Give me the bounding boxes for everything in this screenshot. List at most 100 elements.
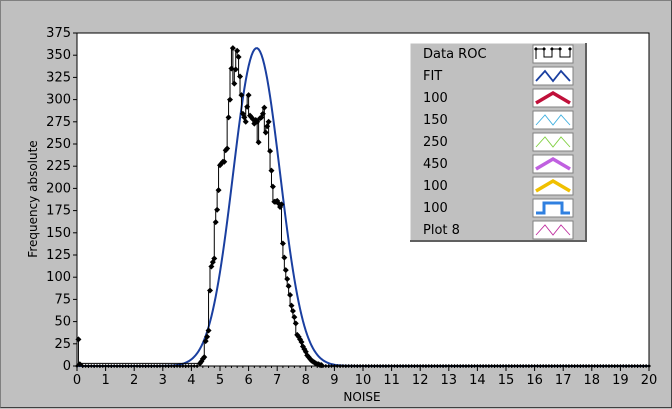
x-tick-label: 0 (73, 373, 81, 388)
data-point (475, 364, 480, 368)
data-point (278, 201, 285, 208)
data-point (406, 364, 411, 368)
data-point (606, 364, 611, 368)
legend-swatch[interactable] (532, 44, 574, 64)
legend-row[interactable]: 150 (423, 110, 574, 130)
x-tick-label: 19 (612, 373, 629, 388)
y-tick-label: 75 (54, 292, 71, 307)
y-axis-title: Frequency absolute (26, 140, 40, 257)
data-point (506, 364, 511, 368)
data-point (244, 103, 251, 110)
data-point (208, 263, 215, 270)
data-point (589, 364, 594, 368)
legend-line-sample (535, 178, 571, 193)
legend-swatch[interactable] (532, 154, 574, 174)
data-point (561, 364, 566, 368)
data-point (461, 364, 466, 368)
data-point (455, 364, 460, 368)
data-point (584, 364, 589, 368)
data-point (229, 45, 236, 52)
data-point (157, 364, 162, 368)
legend-label: 100 (423, 201, 448, 216)
data-point (269, 183, 276, 190)
y-tick-label: 300 (46, 93, 71, 108)
data-point (117, 364, 122, 368)
data-point (483, 364, 488, 368)
legend-swatch[interactable] (532, 220, 574, 240)
data-point (92, 364, 97, 368)
data-point (215, 187, 222, 194)
data-point (206, 287, 213, 294)
x-tick-label: 17 (555, 373, 572, 388)
y-axis: 0 25 50 75 100 125 150 175 200 225 250 275 300 325 350… (46, 26, 77, 374)
data-point (288, 302, 295, 309)
data-point (466, 364, 471, 368)
data-point (529, 364, 534, 368)
data-point (512, 364, 517, 368)
legend[interactable]: Data ROC FIT 100 150 250 450 100 100 Plot 8 (409, 42, 587, 242)
legend-swatch[interactable] (532, 66, 574, 86)
data-point (403, 364, 408, 368)
data-point (564, 364, 569, 368)
data-point (526, 364, 531, 368)
data-point (175, 364, 180, 368)
data-point (129, 364, 134, 368)
legend-label: 100 (423, 179, 448, 194)
data-point (446, 364, 451, 368)
legend-swatch[interactable] (532, 88, 574, 108)
legend-swatch[interactable] (532, 110, 574, 130)
legend-row[interactable]: Data ROC (423, 44, 574, 64)
legend-label: 100 (423, 91, 448, 106)
x-tick-label: 10 (355, 373, 372, 388)
legend-line-sample (535, 224, 571, 236)
data-point (338, 364, 343, 368)
data-point (398, 364, 403, 368)
legend-swatch[interactable] (532, 132, 574, 152)
legend-line-sample (535, 156, 571, 171)
legend-row[interactable]: FIT (423, 66, 574, 86)
y-tick-label: 225 (46, 159, 71, 174)
data-point (478, 364, 483, 368)
data-point (149, 364, 154, 368)
data-point (103, 364, 108, 368)
legend-swatch[interactable] (532, 176, 574, 196)
data-point (641, 364, 646, 368)
legend-row[interactable]: 100 (423, 88, 574, 108)
data-point (375, 364, 380, 368)
x-tick-label: 11 (383, 373, 400, 388)
y-tick-label: 100 (46, 270, 71, 285)
data-point (279, 240, 286, 247)
y-tick-label: 250 (46, 137, 71, 152)
legend-label: FIT (423, 69, 442, 84)
data-point (189, 364, 194, 368)
data-point (241, 114, 248, 121)
data-point (552, 364, 557, 368)
data-point (618, 364, 623, 368)
data-point (647, 364, 651, 368)
legend-label: 450 (423, 157, 448, 172)
legend-shadow (410, 43, 587, 242)
data-point (569, 364, 574, 368)
x-tick-label: 14 (469, 373, 486, 388)
data-point (352, 364, 357, 368)
legend-line-sample (535, 69, 571, 83)
data-point (532, 364, 537, 368)
legend-row[interactable]: 250 (423, 132, 574, 152)
data-point (629, 364, 634, 368)
data-point (254, 118, 261, 125)
legend-row[interactable]: Plot 8 (423, 220, 574, 240)
data-point (132, 364, 137, 368)
data-point (598, 364, 603, 368)
legend-row[interactable]: 450 (423, 154, 574, 174)
data-point (83, 364, 88, 368)
data-point (458, 364, 463, 368)
data-point (323, 364, 328, 368)
legend-row[interactable]: 100 (423, 176, 574, 196)
data-point (195, 364, 200, 368)
data-point (592, 364, 597, 368)
data-point (140, 364, 145, 368)
legend-row[interactable]: 100 (423, 198, 574, 218)
x-tick-label: 3 (159, 373, 167, 388)
data-point (495, 364, 500, 368)
